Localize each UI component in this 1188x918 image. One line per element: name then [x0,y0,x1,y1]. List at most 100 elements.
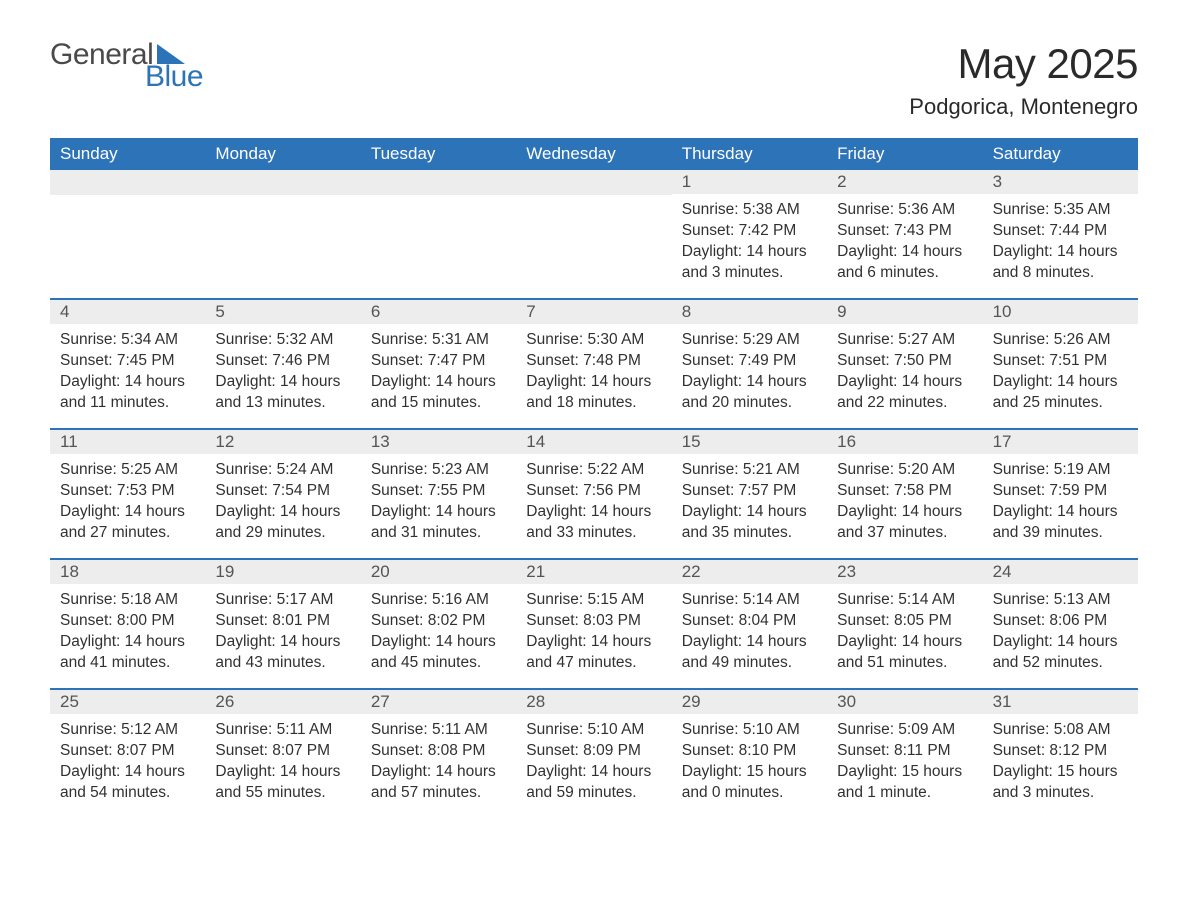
sunrise-text: Sunrise: 5:10 AM [682,720,817,741]
day-number: 3 [983,170,1138,194]
calendar: Sunday Monday Tuesday Wednesday Thursday… [50,138,1138,818]
sunrise-text: Sunrise: 5:16 AM [371,590,506,611]
day-details: Sunrise: 5:38 AMSunset: 7:42 PMDaylight:… [672,194,827,284]
day-details: Sunrise: 5:14 AMSunset: 8:05 PMDaylight:… [827,584,982,674]
sunset-text: Sunset: 7:58 PM [837,481,972,502]
sunrise-text: Sunrise: 5:20 AM [837,460,972,481]
sunrise-text: Sunrise: 5:13 AM [993,590,1128,611]
weekday-label: Tuesday [361,138,516,170]
sunset-text: Sunset: 8:02 PM [371,611,506,632]
daylight-text: Daylight: 14 hours and 59 minutes. [526,762,661,804]
day-number: 23 [827,560,982,584]
day-details: Sunrise: 5:24 AMSunset: 7:54 PMDaylight:… [205,454,360,544]
calendar-day: 27Sunrise: 5:11 AMSunset: 8:08 PMDayligh… [361,690,516,818]
sunset-text: Sunset: 7:43 PM [837,221,972,242]
sunrise-text: Sunrise: 5:11 AM [371,720,506,741]
calendar-day: 13Sunrise: 5:23 AMSunset: 7:55 PMDayligh… [361,430,516,558]
day-number [205,170,360,195]
day-number: 19 [205,560,360,584]
sunset-text: Sunset: 8:04 PM [682,611,817,632]
day-details: Sunrise: 5:19 AMSunset: 7:59 PMDaylight:… [983,454,1138,544]
day-number: 15 [672,430,827,454]
sunset-text: Sunset: 8:07 PM [215,741,350,762]
day-details: Sunrise: 5:08 AMSunset: 8:12 PMDaylight:… [983,714,1138,804]
calendar-day: 16Sunrise: 5:20 AMSunset: 7:58 PMDayligh… [827,430,982,558]
daylight-text: Daylight: 14 hours and 55 minutes. [215,762,350,804]
day-details: Sunrise: 5:22 AMSunset: 7:56 PMDaylight:… [516,454,671,544]
page-header: General Blue May 2025 Podgorica, Montene… [50,40,1138,120]
day-number: 26 [205,690,360,714]
sunrise-text: Sunrise: 5:21 AM [682,460,817,481]
daylight-text: Daylight: 14 hours and 6 minutes. [837,242,972,284]
sunset-text: Sunset: 7:51 PM [993,351,1128,372]
sunset-text: Sunset: 7:48 PM [526,351,661,372]
sunrise-text: Sunrise: 5:30 AM [526,330,661,351]
sunset-text: Sunset: 8:06 PM [993,611,1128,632]
day-details: Sunrise: 5:20 AMSunset: 7:58 PMDaylight:… [827,454,982,544]
day-details: Sunrise: 5:25 AMSunset: 7:53 PMDaylight:… [50,454,205,544]
calendar-day [361,170,516,298]
daylight-text: Daylight: 14 hours and 54 minutes. [60,762,195,804]
day-details: Sunrise: 5:31 AMSunset: 7:47 PMDaylight:… [361,324,516,414]
sunset-text: Sunset: 7:49 PM [682,351,817,372]
sunset-text: Sunset: 7:42 PM [682,221,817,242]
calendar-day: 1Sunrise: 5:38 AMSunset: 7:42 PMDaylight… [672,170,827,298]
day-number: 9 [827,300,982,324]
calendar-day: 19Sunrise: 5:17 AMSunset: 8:01 PMDayligh… [205,560,360,688]
calendar-day: 29Sunrise: 5:10 AMSunset: 8:10 PMDayligh… [672,690,827,818]
day-details: Sunrise: 5:17 AMSunset: 8:01 PMDaylight:… [205,584,360,674]
daylight-text: Daylight: 14 hours and 18 minutes. [526,372,661,414]
day-number [516,170,671,195]
sunset-text: Sunset: 7:45 PM [60,351,195,372]
day-number: 1 [672,170,827,194]
day-details: Sunrise: 5:30 AMSunset: 7:48 PMDaylight:… [516,324,671,414]
day-details: Sunrise: 5:11 AMSunset: 8:07 PMDaylight:… [205,714,360,804]
page-title: May 2025 [909,40,1138,88]
day-number: 8 [672,300,827,324]
day-details: Sunrise: 5:35 AMSunset: 7:44 PMDaylight:… [983,194,1138,284]
sunrise-text: Sunrise: 5:11 AM [215,720,350,741]
day-number [50,170,205,195]
day-details: Sunrise: 5:21 AMSunset: 7:57 PMDaylight:… [672,454,827,544]
sunset-text: Sunset: 8:07 PM [60,741,195,762]
sunrise-text: Sunrise: 5:09 AM [837,720,972,741]
daylight-text: Daylight: 14 hours and 22 minutes. [837,372,972,414]
calendar-day [50,170,205,298]
sunrise-text: Sunrise: 5:36 AM [837,200,972,221]
calendar-day: 5Sunrise: 5:32 AMSunset: 7:46 PMDaylight… [205,300,360,428]
daylight-text: Daylight: 14 hours and 31 minutes. [371,502,506,544]
day-number: 16 [827,430,982,454]
daylight-text: Daylight: 14 hours and 57 minutes. [371,762,506,804]
day-details: Sunrise: 5:18 AMSunset: 8:00 PMDaylight:… [50,584,205,674]
calendar-day: 31Sunrise: 5:08 AMSunset: 8:12 PMDayligh… [983,690,1138,818]
calendar-day: 10Sunrise: 5:26 AMSunset: 7:51 PMDayligh… [983,300,1138,428]
sunset-text: Sunset: 7:50 PM [837,351,972,372]
calendar-week: 25Sunrise: 5:12 AMSunset: 8:07 PMDayligh… [50,688,1138,818]
calendar-week: 1Sunrise: 5:38 AMSunset: 7:42 PMDaylight… [50,170,1138,298]
day-number: 29 [672,690,827,714]
calendar-day: 21Sunrise: 5:15 AMSunset: 8:03 PMDayligh… [516,560,671,688]
calendar-weekday-header: Sunday Monday Tuesday Wednesday Thursday… [50,138,1138,170]
sunrise-text: Sunrise: 5:15 AM [526,590,661,611]
day-number: 30 [827,690,982,714]
day-details: Sunrise: 5:10 AMSunset: 8:10 PMDaylight:… [672,714,827,804]
day-details: Sunrise: 5:36 AMSunset: 7:43 PMDaylight:… [827,194,982,284]
sunset-text: Sunset: 7:46 PM [215,351,350,372]
sunset-text: Sunset: 7:57 PM [682,481,817,502]
day-number: 4 [50,300,205,324]
calendar-day [516,170,671,298]
weekday-label: Monday [205,138,360,170]
daylight-text: Daylight: 14 hours and 51 minutes. [837,632,972,674]
daylight-text: Daylight: 14 hours and 39 minutes. [993,502,1128,544]
calendar-day: 28Sunrise: 5:10 AMSunset: 8:09 PMDayligh… [516,690,671,818]
sunset-text: Sunset: 7:56 PM [526,481,661,502]
weekday-label: Saturday [983,138,1138,170]
day-number: 13 [361,430,516,454]
page-subtitle: Podgorica, Montenegro [909,94,1138,120]
sunset-text: Sunset: 7:59 PM [993,481,1128,502]
day-number: 12 [205,430,360,454]
day-number: 17 [983,430,1138,454]
daylight-text: Daylight: 15 hours and 0 minutes. [682,762,817,804]
calendar-week: 11Sunrise: 5:25 AMSunset: 7:53 PMDayligh… [50,428,1138,558]
calendar-day: 15Sunrise: 5:21 AMSunset: 7:57 PMDayligh… [672,430,827,558]
